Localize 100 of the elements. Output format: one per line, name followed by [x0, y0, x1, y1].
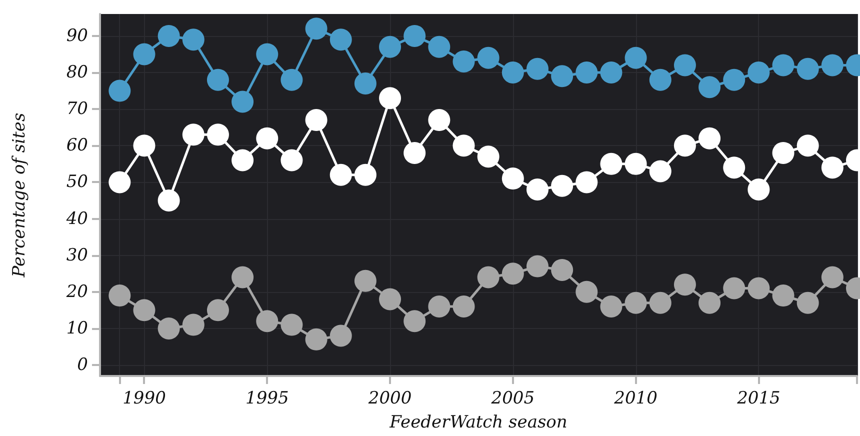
- point: [624, 46, 647, 69]
- x-tick-label: 2015: [736, 388, 780, 408]
- point: [452, 134, 475, 157]
- point: [748, 178, 770, 201]
- point: [698, 76, 721, 98]
- point: [404, 310, 426, 332]
- point: [404, 142, 426, 164]
- point: [649, 68, 672, 91]
- point: [256, 310, 278, 332]
- point: [305, 328, 328, 350]
- y-tick-label: 40: [65, 208, 88, 229]
- point: [379, 87, 402, 110]
- point: [256, 127, 278, 150]
- point: [477, 266, 500, 288]
- point: [502, 62, 524, 84]
- point: [354, 72, 376, 94]
- point: [158, 24, 180, 47]
- point: [452, 50, 475, 73]
- x-tick-label: 2000: [367, 388, 412, 408]
- point: [280, 314, 303, 336]
- point: [674, 134, 696, 157]
- point: [748, 277, 770, 300]
- point: [330, 28, 352, 51]
- point: [158, 189, 180, 212]
- point: [428, 109, 450, 132]
- point: [256, 43, 278, 66]
- point: [649, 160, 672, 182]
- point: [280, 149, 303, 172]
- point: [404, 24, 426, 47]
- point: [772, 54, 794, 76]
- point: [232, 266, 254, 288]
- point: [133, 299, 156, 322]
- point: [576, 171, 598, 194]
- point: [108, 171, 131, 194]
- point: [821, 266, 844, 288]
- point: [502, 262, 524, 285]
- point: [796, 292, 819, 314]
- point: [526, 58, 548, 80]
- point: [182, 124, 204, 146]
- point: [379, 288, 402, 310]
- point: [796, 58, 819, 80]
- point: [182, 314, 204, 336]
- point: [206, 124, 229, 146]
- point: [748, 62, 770, 84]
- point: [305, 109, 328, 132]
- point: [551, 258, 574, 281]
- point: [502, 168, 524, 190]
- point: [354, 164, 376, 186]
- point: [133, 43, 156, 66]
- x-tick-label: 2010: [613, 388, 658, 408]
- point: [576, 280, 598, 303]
- point: [330, 324, 352, 347]
- y-tick-label: 30: [66, 245, 88, 266]
- point: [108, 80, 131, 102]
- point: [452, 296, 475, 318]
- point: [232, 90, 254, 113]
- y-tick-label: 70: [66, 99, 88, 120]
- x-axis-title: FeederWatch season: [388, 412, 568, 432]
- point: [206, 299, 229, 322]
- x-tick-label: 2005: [490, 388, 535, 408]
- point: [379, 36, 402, 58]
- point: [526, 178, 548, 201]
- point: [674, 274, 696, 296]
- point: [182, 28, 204, 51]
- y-tick-label: 20: [65, 282, 88, 302]
- point: [354, 270, 376, 292]
- point: [305, 18, 328, 40]
- point: [477, 146, 500, 168]
- y-tick-label: 90: [66, 26, 88, 46]
- point: [600, 296, 622, 318]
- y-tick-label: 0: [77, 355, 88, 376]
- point: [428, 36, 450, 58]
- point: [772, 284, 794, 307]
- point: [723, 68, 746, 91]
- point: [698, 292, 721, 314]
- point: [624, 292, 647, 314]
- point: [723, 156, 746, 179]
- point: [206, 68, 229, 91]
- point: [723, 277, 746, 300]
- point: [158, 317, 180, 340]
- point: [576, 62, 598, 84]
- x-tick-label: 1990: [122, 388, 166, 408]
- point: [330, 164, 352, 186]
- point: [526, 255, 548, 278]
- point: [232, 149, 254, 172]
- point: [133, 134, 156, 157]
- point: [428, 296, 450, 318]
- point: [772, 142, 794, 164]
- y-tick-label: 50: [66, 172, 88, 192]
- point: [551, 174, 574, 197]
- x-tick-label: 1995: [245, 388, 289, 408]
- point: [796, 134, 819, 157]
- point: [649, 292, 672, 314]
- point: [821, 156, 844, 179]
- y-tick-label: 60: [66, 136, 88, 156]
- point: [674, 54, 696, 76]
- point: [624, 152, 647, 175]
- point: [551, 65, 574, 88]
- y-axis-title: Percentage of sites: [10, 112, 30, 278]
- point: [698, 127, 721, 150]
